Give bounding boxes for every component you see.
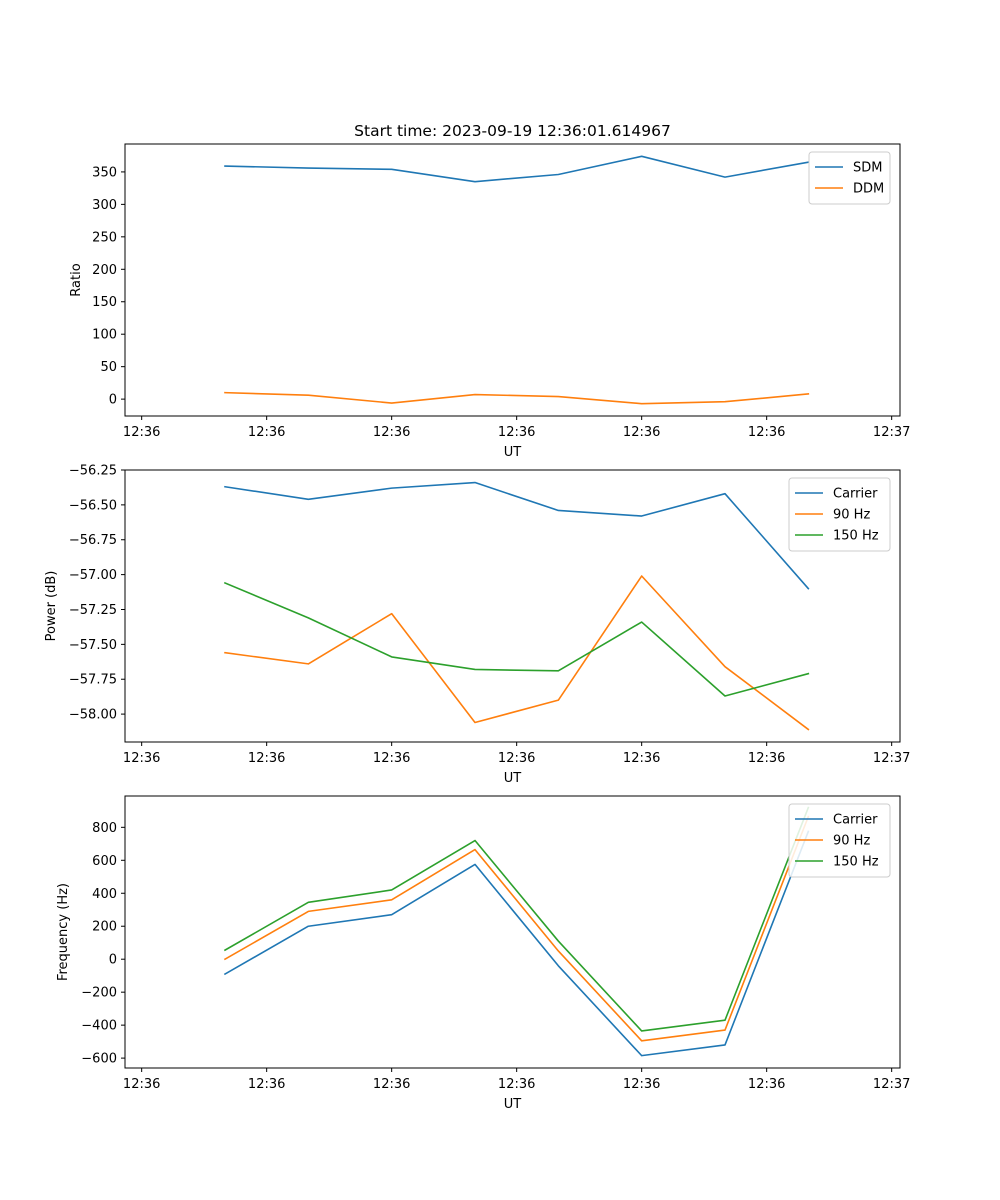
legend: Carrier 90 Hz 150 Hz	[788, 803, 891, 878]
x-tick-label: 12:36	[498, 1077, 535, 1092]
x-tick-label: 12:36	[498, 751, 535, 766]
x-tick-label: 12:36	[248, 751, 285, 766]
y-axis-label: Power (dB)	[44, 571, 59, 642]
y-tick-label: −200	[81, 986, 117, 1001]
x-tick-label: 12:36	[123, 425, 160, 440]
y-tick-label: 200	[92, 263, 117, 278]
series-line-carrier	[224, 481, 810, 590]
y-tick-label: −57.75	[69, 673, 117, 688]
series-line-150-hz	[223, 806, 810, 1032]
series-line-ddm	[224, 391, 810, 405]
y-tick-label: −600	[81, 1052, 117, 1067]
y-tick-label: 50	[100, 360, 117, 375]
legend-box	[788, 477, 891, 552]
x-tick-label: 12:36	[123, 751, 160, 766]
series-line-90-hz	[224, 575, 810, 731]
y-axis-label: Ratio	[69, 263, 84, 296]
series-line-90-hz	[223, 815, 810, 1042]
legend: SDM DDM	[808, 151, 891, 205]
legend-entry: 90 Hz	[833, 508, 870, 523]
x-tick-label: 12:37	[873, 751, 910, 766]
axes-frame	[124, 143, 901, 417]
chart-title: Start time: 2023-09-19 12:36:01.614967	[354, 122, 671, 140]
x-tick-label: 12:36	[373, 425, 410, 440]
y-tick-label: −57.25	[69, 603, 117, 618]
x-tick-label: 12:36	[373, 751, 410, 766]
legend-entry: DDM	[853, 182, 884, 197]
x-tick-label: 12:36	[748, 1077, 785, 1092]
x-tick-label: 12:36	[623, 1077, 660, 1092]
legend-entry: Carrier	[833, 487, 878, 502]
x-tick-label: 12:36	[248, 425, 285, 440]
x-tick-label: 12:37	[873, 1077, 910, 1092]
legend-entry: Carrier	[833, 813, 878, 828]
legend-entry: 150 Hz	[833, 855, 879, 870]
y-tick-label: −57.50	[69, 638, 117, 653]
x-axis-label: UT	[504, 1097, 522, 1112]
series-line-sdm	[224, 155, 810, 183]
legend-entry: 150 Hz	[833, 529, 879, 544]
y-tick-label: −56.25	[69, 464, 117, 479]
panel-ratio: 12:36 12:36 12:36 12:36 12:36 12:36 12:37 0 50 10…	[69, 143, 910, 460]
x-tick-label: 12:36	[623, 425, 660, 440]
y-axis-label: Frequency (Hz)	[56, 883, 71, 981]
y-tick-label: 300	[92, 198, 117, 213]
legend-entry: SDM	[853, 161, 882, 176]
x-axis-label: UT	[504, 445, 522, 460]
y-tick-label: 100	[92, 328, 117, 343]
y-tick-label: −56.50	[69, 498, 117, 513]
legend: Carrier 90 Hz 150 Hz	[788, 477, 891, 552]
x-tick-label: 12:36	[498, 425, 535, 440]
axes-frame	[124, 469, 901, 743]
panel-power: 12:36 12:36 12:36 12:36 12:36 12:36 12:37 −58.0…	[44, 464, 910, 787]
x-tick-label: 12:36	[623, 751, 660, 766]
y-tick-label: 600	[92, 854, 117, 869]
y-tick-label: −57.00	[69, 568, 117, 583]
y-tick-label: −400	[81, 1019, 117, 1034]
x-tick-label: 12:36	[748, 425, 785, 440]
y-tick-label: 0	[109, 953, 117, 968]
y-tick-label: −58.00	[69, 708, 117, 723]
y-tick-label: 200	[92, 920, 117, 935]
y-tick-label: 350	[92, 165, 117, 180]
legend-box	[808, 151, 891, 205]
series-line-carrier	[223, 830, 810, 1057]
y-tick-label: −56.75	[69, 533, 117, 548]
y-tick-label: 400	[92, 887, 117, 902]
x-tick-label: 12:36	[373, 1077, 410, 1092]
y-tick-label: 250	[92, 230, 117, 245]
legend-box	[788, 803, 891, 878]
series-line-150-hz	[223, 581, 810, 697]
axes-frame	[124, 795, 901, 1069]
x-tick-label: 12:36	[248, 1077, 285, 1092]
panel-frequency: 12:36 12:36 12:36 12:36 12:36 12:36 12:37 −600 −…	[56, 795, 910, 1112]
y-tick-label: 800	[92, 821, 117, 836]
x-tick-label: 12:36	[123, 1077, 160, 1092]
legend-entry: 90 Hz	[833, 834, 870, 849]
x-tick-label: 12:37	[873, 425, 910, 440]
x-axis-label: UT	[504, 771, 522, 786]
y-tick-label: 0	[109, 393, 117, 408]
x-tick-label: 12:36	[748, 751, 785, 766]
y-tick-label: 150	[92, 295, 117, 310]
